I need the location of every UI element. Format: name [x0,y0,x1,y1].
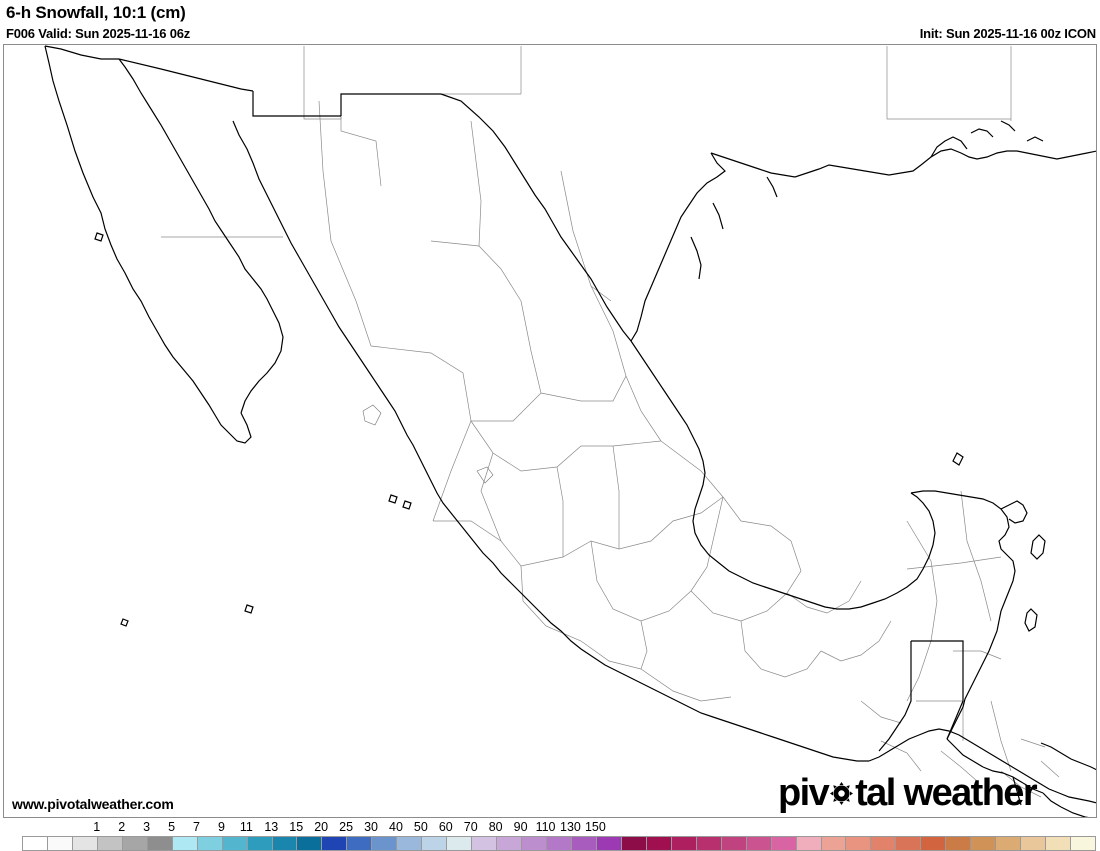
colorbar-swatch [720,837,746,850]
colorbar-tick-label: 130 [560,820,581,834]
colorbar-swatch [23,837,47,850]
colorbar-swatch [895,837,921,850]
colorbar-swatch [1070,837,1095,850]
colorbar-tick-label: 3 [143,820,151,834]
colorbar-swatch [196,837,222,850]
colorbar-tick-label: 40 [389,820,403,834]
colorbar-swatch [670,837,696,850]
colorbar-tick-label: 20 [314,820,329,834]
colorbar-swatch [171,837,197,850]
colorbar-swatch [945,837,971,850]
colorbar-tick-label: 2 [118,820,126,834]
map-state-borders [161,46,1060,798]
logo-text-left: piv [778,772,830,814]
colorbar-swatch [96,837,122,850]
colorbar-tick-label: 80 [488,820,503,834]
colorbar-swatch [421,837,447,850]
colorbar-swatch [620,837,646,850]
map-frame[interactable] [3,44,1097,818]
colorbar-tick-label: 150 [584,820,606,834]
colorbar-swatch [321,837,347,850]
colorbar-tick-label: 50 [413,820,428,834]
colorbar-tick-label: 11 [239,820,253,834]
colorbar-tick-label: 9 [217,820,225,834]
colorbar-swatch [221,837,247,850]
colorbar-swatch [970,837,996,850]
colorbar[interactable] [22,836,1096,851]
colorbar-swatch [246,837,272,850]
colorbar-swatch [346,837,372,850]
colorbar-swatch [745,837,771,850]
colorbar-swatch [46,837,72,850]
colorbar-swatch [595,837,621,850]
map-lake-and-minor-features [362,404,494,484]
colorbar-tick-labels: 1 2 3 5 7 9 11 13 15 20 25 30 40 50 60 70 80 90 110 130 150 [0,820,1100,835]
colorbar-swatch [471,837,497,850]
colorbar-tick-label: 30 [364,820,378,834]
colorbar-swatch [795,837,821,850]
colorbar-tick-label: 15 [289,820,304,834]
colorbar-swatch [645,837,671,850]
colorbar-tick-label: 90 [513,820,528,834]
colorbar-tick-label: 7 [193,820,200,834]
map-coastlines-and-national-borders [44,45,1096,817]
page-title: 6-h Snowfall, 10:1 (cm) [6,3,186,22]
colorbar-swatch [496,837,522,850]
colorbar-swatch [371,837,397,850]
colorbar-swatch [146,837,172,850]
colorbar-swatch [695,837,721,850]
colorbar-tick-label: 60 [438,820,453,834]
colorbar-swatch [521,837,547,850]
colorbar-swatch [296,837,322,850]
map-canvas[interactable] [3,44,1097,818]
colorbar-swatch [1020,837,1046,850]
colorbar-tick-label: 25 [339,820,354,834]
colorbar-swatch [396,837,422,850]
pivotal-weather-logo: piv tal weather [778,772,1100,814]
colorbar-swatch [570,837,596,850]
colorbar-tick-label: 1 [93,820,101,834]
colorbar-swatch [121,837,147,850]
colorbar-swatch [870,837,896,850]
logo-text-right: tal weather [855,772,1038,814]
colorbar-tick-label: 13 [264,820,279,834]
colorbar-tick-label: 110 [535,820,556,834]
colorbar-swatch [446,837,472,850]
colorbar-swatch [71,837,97,850]
colorbar-tick-label: 70 [463,820,478,834]
colorbar-swatch [271,837,297,850]
init-time-label: Init: Sun 2025-11-16 00z ICON [919,26,1096,41]
colorbar-swatch [845,837,871,850]
colorbar-swatch [770,837,796,850]
colorbar-swatch [995,837,1021,850]
colorbar-swatch [1045,837,1071,850]
colorbar-swatch [820,837,846,850]
colorbar-swatch [920,837,946,850]
valid-time-label: F006 Valid: Sun 2025-11-16 06z [6,26,191,41]
site-url-label: www.pivotalweather.com [12,796,174,812]
colorbar-swatch [546,837,571,850]
colorbar-tick-label: 5 [168,820,176,834]
gear-icon [829,781,854,806]
